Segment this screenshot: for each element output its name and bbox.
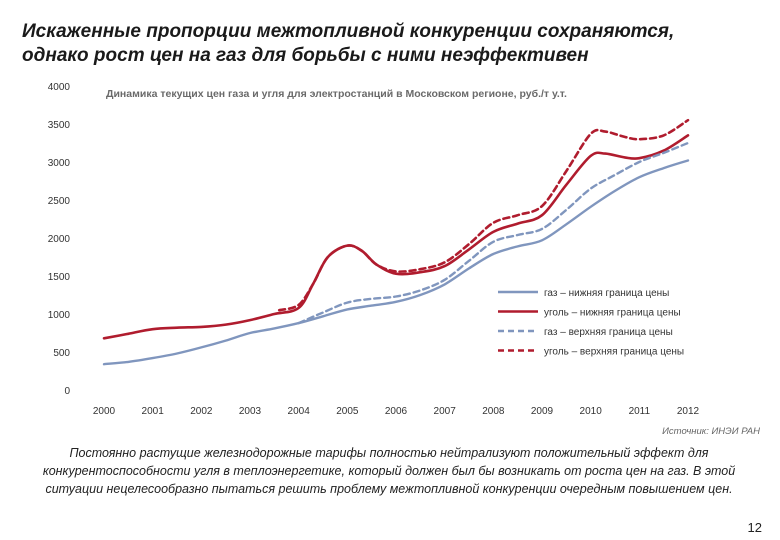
x-tick-label: 2005 — [336, 406, 359, 417]
x-tick-label: 2002 — [190, 406, 213, 417]
chart-title: Динамика текущих цен газа и угля для эле… — [106, 88, 567, 100]
page-number: 12 — [747, 520, 762, 535]
series-line-4 — [277, 118, 690, 312]
x-tick-label: 2012 — [677, 406, 700, 417]
x-tick-label: 2006 — [385, 406, 408, 417]
series-lines — [102, 118, 690, 366]
x-tick-label: 2000 — [93, 406, 116, 417]
page-title: Искаженные пропорции межтопливной конкур… — [22, 21, 675, 66]
y-tick-label: 2500 — [48, 196, 71, 207]
x-tick-label: 2008 — [482, 406, 505, 417]
y-tick-label: 1500 — [48, 272, 71, 283]
y-tick-label: 2000 — [48, 234, 71, 245]
legend-label: газ – верхняя граница цены — [544, 327, 673, 338]
legend-label: газ – нижняя граница цены — [544, 288, 669, 299]
x-axis: 2000 2001 2002 2003 2004 2005 2006 2007 2008 2009… — [93, 406, 700, 417]
series-line-3 — [297, 141, 690, 325]
x-tick-label: 2001 — [142, 406, 165, 417]
y-tick-label: 500 — [53, 348, 70, 359]
y-tick-label: 3500 — [48, 120, 71, 131]
legend-label: уголь – нижняя граница цены — [544, 308, 681, 319]
y-axis: 0 500 1000 1500 2000 2500 3000 3500 4000 — [48, 82, 71, 397]
x-tick-label: 2010 — [580, 406, 603, 417]
legend: газ – нижняя граница цены уголь – нижняя … — [498, 288, 684, 358]
y-tick-label: 3000 — [48, 158, 71, 169]
y-tick-label: 0 — [64, 386, 70, 397]
x-tick-label: 2007 — [434, 406, 457, 417]
source-note: Источник: ИНЭИ РАН — [662, 426, 760, 437]
footnote-text: Постоянно растущие железнодорожные тариф… — [42, 446, 736, 496]
y-tick-label: 1000 — [48, 310, 71, 321]
legend-label: уголь – верхняя граница цены — [544, 347, 684, 358]
y-tick-label: 4000 — [48, 82, 71, 93]
x-tick-label: 2009 — [531, 406, 554, 417]
x-tick-label: 2003 — [239, 406, 262, 417]
series-line-1 — [102, 159, 690, 366]
x-tick-label: 2004 — [288, 406, 311, 417]
x-tick-label: 2011 — [629, 406, 651, 417]
